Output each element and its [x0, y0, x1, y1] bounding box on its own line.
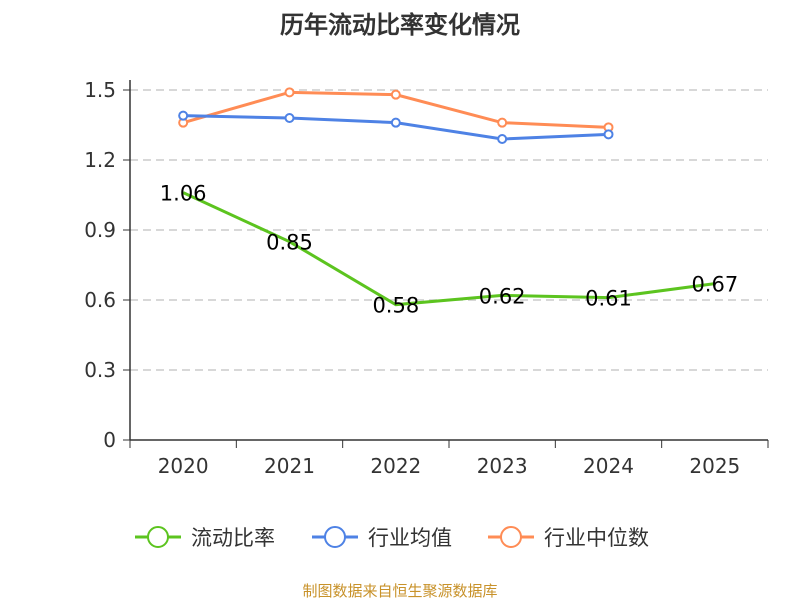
legend-marker [500, 526, 522, 548]
legend-label: 流动比率 [191, 526, 275, 550]
series-line-0 [182, 191, 716, 307]
x-tick-label: 2025 [689, 454, 740, 478]
data-label: 0.58 [372, 294, 419, 318]
data-point [284, 87, 295, 98]
y-tick-label: 0.6 [84, 288, 116, 312]
data-label: 1.06 [160, 182, 207, 206]
x-tick-label: 2023 [477, 454, 528, 478]
data-point [603, 129, 614, 140]
y-tick-label: 0 [103, 428, 116, 452]
data-point [390, 89, 401, 100]
data-point [178, 110, 189, 121]
legend-label: 行业中位数 [544, 526, 649, 550]
y-tick-label: 0.9 [84, 218, 116, 242]
data-point [284, 113, 295, 123]
x-tick-label: 2021 [264, 454, 315, 478]
y-tick-label: 0.3 [84, 358, 116, 382]
data-label: 0.67 [691, 273, 738, 297]
x-tick-label: 2022 [370, 454, 421, 478]
data-label: 0.62 [479, 284, 526, 308]
y-tick-label: 1.2 [84, 148, 116, 172]
x-tick-label: 2020 [158, 454, 209, 478]
data-label: 0.61 [585, 287, 632, 311]
data-point [497, 134, 508, 144]
legend-marker [324, 526, 346, 548]
legend-label: 行业均值 [368, 526, 452, 550]
source-footer: 制图数据来自恒生聚源数据库 [302, 582, 497, 600]
chart-title: 历年流动比率变化情况 [280, 11, 520, 39]
x-tick-label: 2024 [583, 454, 634, 478]
y-tick-label: 1.5 [84, 78, 116, 102]
legend-marker [147, 526, 169, 548]
data-label: 0.85 [266, 231, 313, 255]
data-point [390, 117, 401, 128]
data-point [497, 117, 508, 128]
